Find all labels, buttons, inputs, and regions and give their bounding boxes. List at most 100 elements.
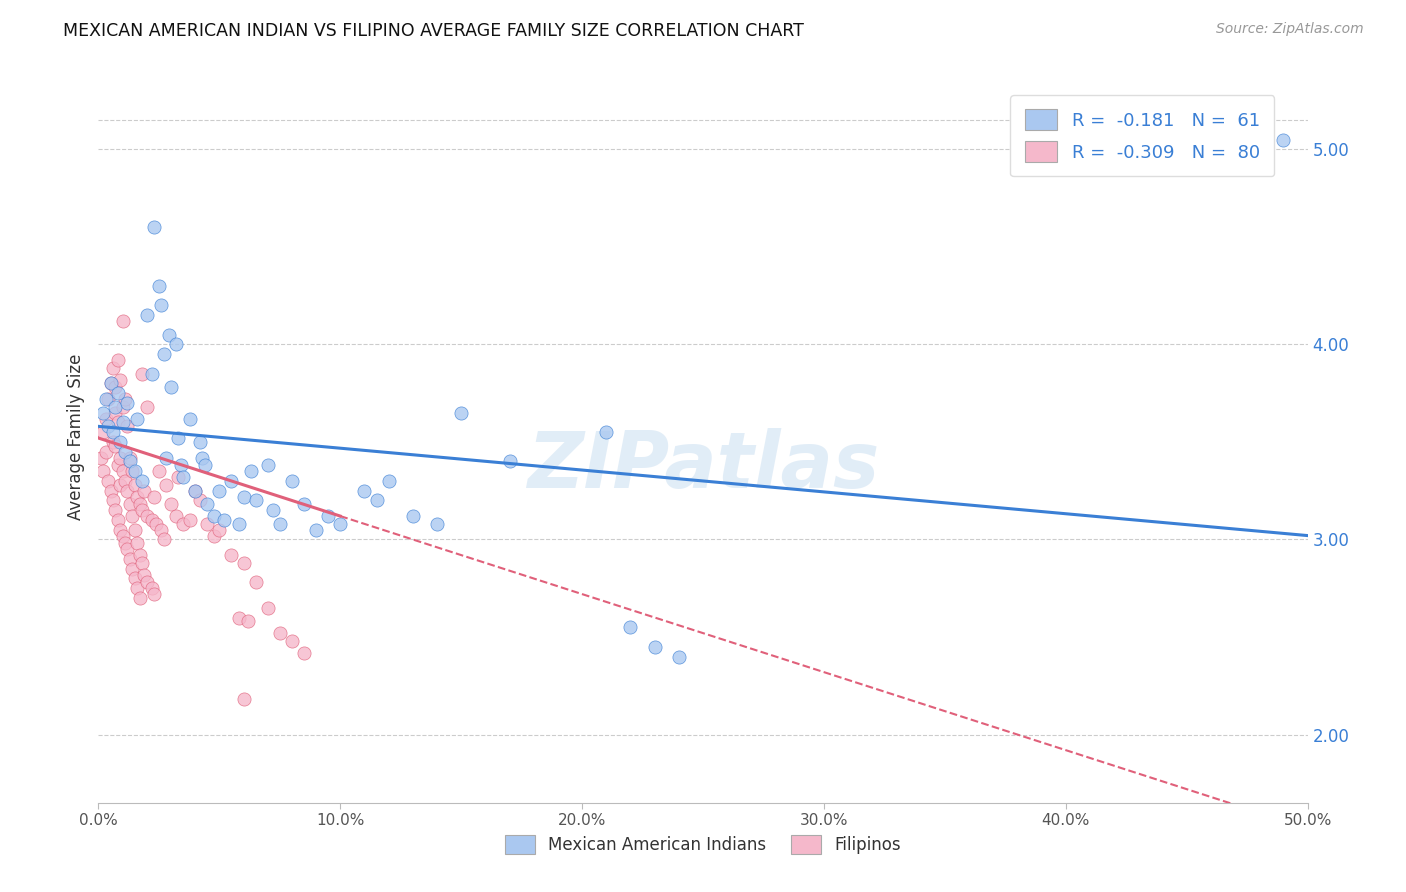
Point: [108, 523, 131, 537]
Point: [127, 536, 149, 550]
Point: [160, 497, 183, 511]
Point: [127, 490, 149, 504]
Point: [204, 509, 226, 524]
Point: [100, 483, 122, 498]
Point: [169, 458, 191, 473]
Point: [127, 581, 149, 595]
Point: [114, 444, 136, 458]
Point: [90, 450, 112, 465]
Point: [124, 478, 146, 492]
Point: [118, 552, 141, 566]
Point: [148, 279, 170, 293]
Point: [167, 431, 190, 445]
Point: [143, 587, 166, 601]
Point: [94, 411, 117, 425]
Point: [131, 503, 153, 517]
Point: [107, 458, 129, 473]
Point: [128, 548, 150, 562]
Point: [208, 523, 231, 537]
Point: [194, 458, 217, 473]
Point: [239, 464, 262, 478]
Point: [184, 483, 207, 498]
Point: [94, 392, 117, 406]
Point: [148, 464, 170, 478]
Point: [305, 523, 328, 537]
Point: [104, 503, 127, 517]
Point: [167, 470, 190, 484]
Point: [208, 483, 231, 498]
Point: [269, 516, 291, 531]
Point: [111, 400, 134, 414]
Point: [191, 450, 214, 465]
Point: [124, 464, 146, 478]
Point: [269, 626, 291, 640]
Point: [107, 513, 129, 527]
Point: [353, 483, 375, 498]
Text: MEXICAN AMERICAN INDIAN VS FILIPINO AVERAGE FAMILY SIZE CORRELATION CHART: MEXICAN AMERICAN INDIAN VS FILIPINO AVER…: [63, 22, 804, 40]
Point: [134, 483, 156, 498]
Point: [108, 434, 131, 449]
Point: [172, 470, 194, 484]
Point: [118, 454, 141, 468]
Point: [111, 464, 134, 478]
Point: [281, 474, 304, 488]
Point: [107, 353, 129, 368]
Point: [117, 419, 139, 434]
Point: [114, 474, 136, 488]
Point: [127, 411, 149, 425]
Point: [131, 474, 153, 488]
Point: [232, 490, 254, 504]
Point: [619, 620, 641, 634]
Point: [100, 376, 122, 391]
Text: Source: ZipAtlas.com: Source: ZipAtlas.com: [1216, 22, 1364, 37]
Y-axis label: Average Family Size: Average Family Size: [66, 354, 84, 520]
Point: [165, 509, 187, 524]
Point: [114, 392, 136, 406]
Point: [262, 503, 284, 517]
Point: [135, 308, 157, 322]
Point: [152, 347, 174, 361]
Point: [107, 386, 129, 401]
Point: [172, 516, 194, 531]
Point: [228, 516, 250, 531]
Point: [329, 516, 352, 531]
Point: [117, 542, 139, 557]
Point: [204, 528, 226, 542]
Point: [498, 454, 520, 468]
Point: [256, 458, 278, 473]
Point: [118, 450, 141, 465]
Point: [131, 367, 153, 381]
Point: [143, 220, 166, 235]
Point: [245, 575, 267, 590]
Point: [292, 646, 315, 660]
Point: [141, 513, 163, 527]
Point: [150, 298, 173, 312]
Point: [150, 523, 173, 537]
Point: [107, 416, 129, 430]
Point: [644, 640, 666, 654]
Point: [316, 509, 339, 524]
Point: [165, 337, 187, 351]
Point: [221, 548, 243, 562]
Point: [152, 533, 174, 547]
Point: [135, 575, 157, 590]
Point: [101, 434, 124, 449]
Point: [450, 406, 472, 420]
Point: [135, 509, 157, 524]
Point: [117, 483, 139, 498]
Point: [292, 497, 315, 511]
Point: [135, 400, 157, 414]
Point: [104, 439, 127, 453]
Point: [124, 523, 146, 537]
Point: [141, 367, 163, 381]
Point: [111, 416, 134, 430]
Point: [157, 327, 180, 342]
Point: [145, 516, 167, 531]
Point: [131, 556, 153, 570]
Point: [104, 380, 127, 394]
Point: [143, 490, 166, 504]
Point: [238, 615, 260, 629]
Point: [104, 406, 127, 420]
Point: [281, 634, 304, 648]
Point: [195, 497, 218, 511]
